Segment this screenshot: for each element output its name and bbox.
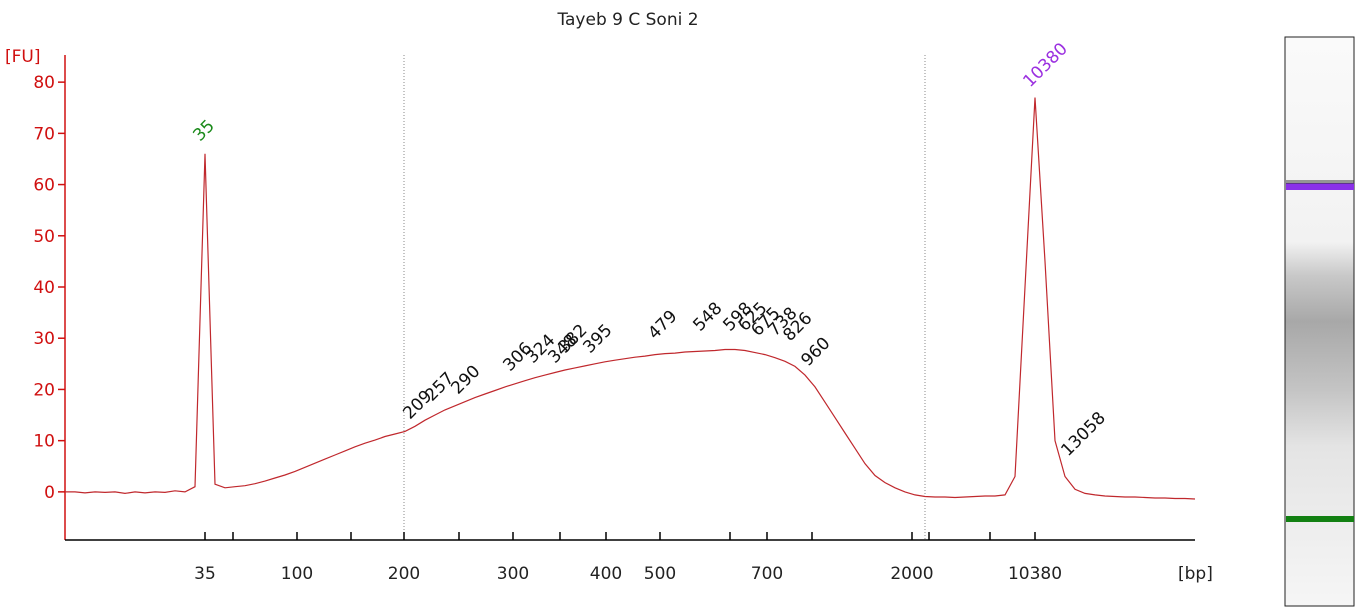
x-tick-label: 200 bbox=[388, 564, 420, 584]
peak-label: 13058 bbox=[1057, 408, 1109, 460]
y-tick-label: 10 bbox=[33, 432, 55, 452]
peak-label: 290 bbox=[447, 361, 484, 398]
trace bbox=[65, 97, 1196, 500]
y-tick-label: 70 bbox=[33, 124, 55, 144]
y-tick-label: 80 bbox=[33, 73, 55, 93]
gel-lane bbox=[1284, 36, 1355, 607]
x-tick-label: 500 bbox=[644, 564, 676, 584]
y-tick-label: 30 bbox=[33, 329, 55, 349]
x-tick-label: 700 bbox=[751, 564, 783, 584]
x-tick-label: 10380 bbox=[1008, 564, 1062, 584]
chart-title: Tayeb 9 C Soni 2 bbox=[556, 10, 698, 30]
x-tick-label: 100 bbox=[281, 564, 313, 584]
y-tick-label: 40 bbox=[33, 278, 55, 298]
x-tick-label: 35 bbox=[194, 564, 216, 584]
gel-band bbox=[1286, 180, 1354, 184]
peak-label: 35 bbox=[189, 116, 218, 145]
peak-label: 10380 bbox=[1019, 39, 1071, 91]
x-tick-label: 400 bbox=[590, 564, 622, 584]
peak-label: 960 bbox=[797, 333, 834, 370]
x-tick-label: 2000 bbox=[890, 564, 933, 584]
gel-upper-marker bbox=[1286, 183, 1354, 190]
y-tick-label: 50 bbox=[33, 227, 55, 247]
peak-label: 548 bbox=[689, 298, 726, 335]
gel-lower-marker bbox=[1286, 516, 1354, 522]
y-tick-label: 0 bbox=[44, 483, 55, 503]
peak-label: 479 bbox=[644, 306, 681, 343]
x-axis-label: [bp] bbox=[1178, 564, 1213, 584]
y-tick-label: 60 bbox=[33, 176, 55, 196]
y-axis-label: [FU] bbox=[5, 47, 41, 67]
y-tick-label: 20 bbox=[33, 380, 55, 400]
x-tick-label: 300 bbox=[497, 564, 529, 584]
peak-label: 395 bbox=[579, 320, 616, 357]
